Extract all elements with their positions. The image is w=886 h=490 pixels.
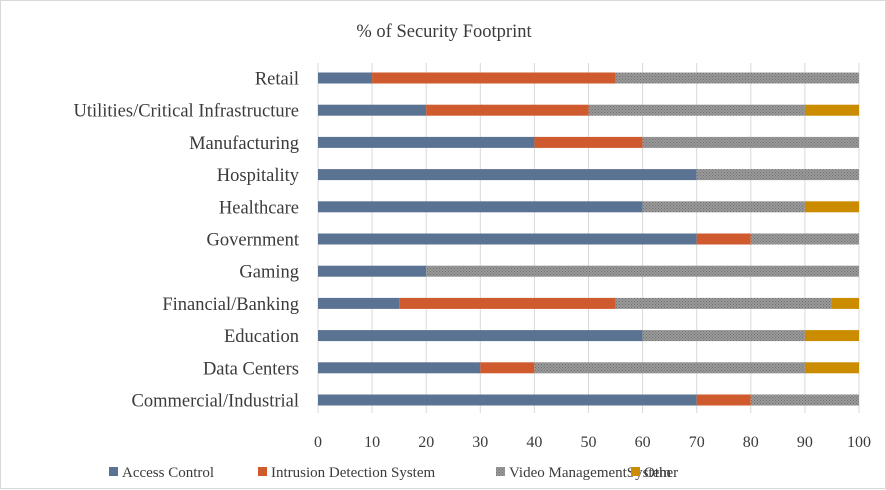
legend-swatch-intrusion-detection-system [258,467,267,476]
legend-label-other: Other [644,465,678,481]
bar-segment-other-data-centers [804,362,859,374]
bar-segment-intrusion-detection-system-retail [372,72,616,84]
category-label: Utilities/Critical Infrastructure [73,102,299,122]
bar-segment-intrusion-detection-system-utilities-critical-infrastructure [426,104,589,116]
bar-segment-other-education [804,330,859,342]
bar-segment-access-control-financial-banking [318,297,400,309]
category-label: Financial/Banking [162,295,299,315]
bar-segment-video-managementsystem-gaming [426,265,859,277]
bar-segment-other-healthcare [804,201,859,213]
bar-segment-video-managementsystem-utilities-critical-infrastructure [588,104,805,116]
bar-segment-video-managementsystem-manufacturing [642,136,859,148]
x-tick-label: 20 [418,434,434,451]
x-tick-label: 100 [847,434,871,451]
bar-segment-intrusion-detection-system-government [696,233,751,245]
x-tick-label: 50 [581,434,597,451]
x-axis-tick-labels: 0 10 20 30 40 50 60 70 80 90 100 [314,434,871,451]
bar-segment-access-control-retail [318,72,373,84]
category-label: Education [224,327,299,347]
category-label: Commercial/Industrial [132,392,300,412]
bar-segment-video-managementsystem-healthcare [642,201,805,213]
x-tick-label: 90 [797,434,813,451]
bar-segment-intrusion-detection-system-manufacturing [534,136,643,148]
bar-segment-access-control-healthcare [318,201,643,213]
bar-segment-access-control-utilities-critical-infrastructure [318,104,427,116]
bar-segment-access-control-data-centers [318,362,481,374]
category-label: Gaming [239,263,299,283]
x-tick-label: 40 [526,434,542,451]
bar-segment-video-managementsystem-retail [615,72,859,84]
legend-label-intrusion-detection-system: Intrusion Detection System [271,465,435,481]
bar-segment-video-managementsystem-government [750,233,859,245]
category-labels: Retail Utilities/Critical Infrastructure M… [73,70,299,412]
x-tick-label: 80 [743,434,759,451]
category-label: Government [207,231,300,251]
legend-swatch-video-managementsystem [496,467,505,476]
bar-segment-access-control-government [318,233,697,245]
category-label: Retail [255,70,299,90]
bar-segment-other-utilities-critical-infrastructure [804,104,859,116]
legend-label-video-managementsystem: Video ManagementSystem [509,465,671,481]
x-tick-label: 60 [635,434,651,451]
bar-segment-intrusion-detection-system-commercial-industrial [696,394,751,406]
bar-segment-access-control-manufacturing [318,136,535,148]
bar-segment-video-managementsystem-education [642,330,805,342]
x-tick-label: 10 [364,434,380,451]
x-tick-label: 0 [314,434,322,451]
bar-segment-intrusion-detection-system-financial-banking [399,297,616,309]
bar-segment-access-control-gaming [318,265,427,277]
category-label: Hospitality [217,166,300,186]
bar-segment-video-managementsystem-commercial-industrial [750,394,859,406]
chart-title: % of Security Footprint [356,22,532,42]
category-label: Manufacturing [189,134,299,154]
bars [318,72,859,406]
legend: Access Control Intrusion Detection System… [109,465,678,481]
x-tick-label: 70 [689,434,705,451]
category-label: Data Centers [203,359,299,379]
bar-segment-access-control-hospitality [318,169,697,181]
bar-segment-intrusion-detection-system-data-centers [480,362,535,374]
bar-segment-access-control-commercial-industrial [318,394,697,406]
legend-swatch-other [631,467,640,476]
category-label: Healthcare [219,198,299,218]
legend-swatch-access-control [109,467,118,476]
legend-label-access-control: Access Control [122,465,214,481]
bar-segment-video-managementsystem-hospitality [696,169,859,181]
bar-segment-other-financial-banking [831,297,859,309]
bar-segment-video-managementsystem-financial-banking [615,297,832,309]
bar-segment-access-control-education [318,330,643,342]
x-tick-label: 30 [472,434,488,451]
bar-segment-video-managementsystem-data-centers [534,362,805,374]
